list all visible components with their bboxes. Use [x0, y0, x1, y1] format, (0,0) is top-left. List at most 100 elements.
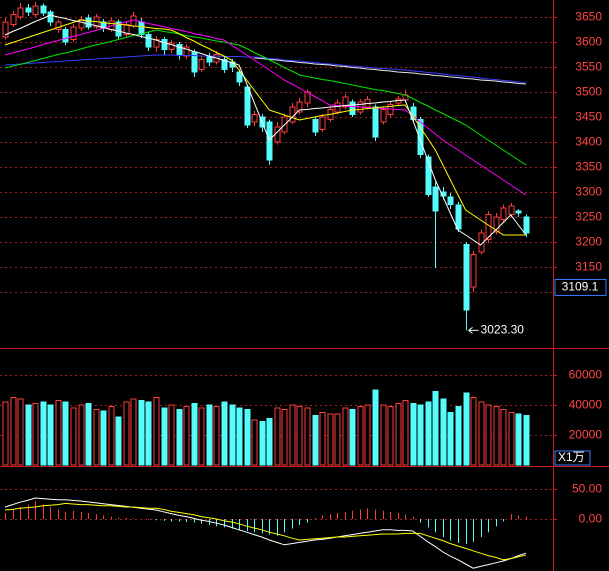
y-tick-label: 3400: [575, 135, 602, 149]
volume-bar: [236, 407, 243, 466]
candle-body: [478, 232, 485, 253]
candle-body: [508, 205, 515, 215]
volume-bar: [342, 407, 349, 466]
candle-body: [123, 24, 130, 35]
candle-body: [251, 114, 258, 123]
volume-bar: [304, 407, 311, 466]
y-tick-label: 3200: [575, 235, 602, 249]
volume-bar: [281, 409, 288, 466]
volume-bar: [493, 406, 500, 466]
candle-body: [447, 196, 454, 205]
volume-bar: [78, 404, 85, 466]
last-price-label: 3109.1: [562, 280, 599, 294]
candle-body: [138, 21, 145, 35]
volume-bar: [213, 406, 220, 466]
volume-bar: [319, 412, 326, 466]
volume-bar: [183, 406, 190, 466]
candle-body: [40, 5, 47, 14]
volume-bar: [138, 400, 145, 466]
candle-body: [493, 216, 500, 233]
candle-body: [198, 59, 205, 70]
volume-bar: [432, 391, 439, 466]
candle-body: [115, 21, 122, 37]
moving-average-line: [4, 19, 526, 236]
volume-bar: [244, 409, 251, 466]
volume-bar: [327, 413, 334, 466]
volume-bar: [145, 401, 152, 466]
volume-bar: [62, 401, 69, 466]
candle-body: [432, 186, 439, 212]
volume-bar: [221, 401, 228, 466]
last-price-box: [554, 278, 607, 296]
volume-bar: [161, 407, 168, 466]
y-tick-label: 3250: [575, 210, 602, 224]
volume-bar: [85, 403, 92, 466]
volume-bar: [289, 404, 296, 466]
candle-body: [55, 21, 62, 30]
volume-bar: [455, 406, 462, 466]
candle-body: [266, 121, 273, 161]
volume-bar: [229, 404, 236, 466]
volume-bar: [191, 403, 198, 466]
y-tick-label: 3450: [575, 110, 602, 124]
candle-body: [2, 21, 9, 38]
moving-average-line: [4, 19, 527, 196]
volume-bar: [463, 392, 470, 466]
volume-bar: [153, 397, 160, 466]
y-tick-label: 40000: [569, 398, 603, 412]
volume-bar: [198, 407, 205, 466]
candle-body: [304, 91, 311, 104]
unit-box: [554, 450, 591, 466]
candle-body: [161, 39, 168, 50]
volume-bar: [470, 397, 477, 466]
volume-bar: [40, 401, 47, 466]
volume-bar: [266, 418, 273, 466]
volume-bar: [387, 406, 394, 466]
moving-average-line: [4, 502, 527, 561]
volume-bar: [168, 404, 175, 466]
candle-body: [236, 71, 243, 83]
volume-bar: [206, 404, 213, 466]
candle-body: [500, 207, 507, 220]
candle-body: [312, 119, 319, 133]
volume-bar: [485, 404, 492, 466]
candle-body: [372, 106, 379, 138]
y-tick-label: 3650: [575, 10, 602, 24]
moving-average-line: [4, 14, 527, 246]
volume-bar: [312, 415, 319, 466]
candle-body: [25, 7, 32, 13]
volume-bar: [334, 413, 341, 466]
moving-average-line: [254, 57, 526, 85]
candle-body: [440, 191, 447, 197]
volume-bar: [500, 409, 507, 466]
volume-bar: [523, 415, 530, 466]
volume-bar: [515, 413, 522, 466]
candle-body: [274, 126, 281, 143]
volume-bar: [25, 404, 32, 466]
y-tick-label: 20000: [569, 428, 603, 442]
volume-bar: [447, 412, 454, 466]
volume-bar: [55, 400, 62, 466]
volume-bar: [478, 401, 485, 466]
candle-body: [85, 17, 92, 28]
annotation-arrowhead: [468, 326, 473, 334]
candle-body: [380, 109, 387, 123]
y-tick-label: 0.00: [579, 512, 603, 526]
candle-body: [417, 119, 424, 155]
volume-bar: [17, 398, 24, 466]
candle-body: [319, 116, 326, 130]
candle-body: [470, 254, 477, 288]
volume-bar: [259, 421, 266, 466]
candle-body: [425, 156, 432, 195]
volume-bar: [440, 398, 447, 466]
candle-body: [17, 7, 24, 18]
y-tick-label: 60000: [569, 368, 603, 382]
candle-body: [342, 96, 349, 108]
candle-body: [10, 14, 17, 25]
candle-body: [153, 39, 160, 48]
y-tick-label: 3350: [575, 160, 602, 174]
candle-body: [221, 59, 228, 70]
candle-body: [32, 5, 39, 15]
